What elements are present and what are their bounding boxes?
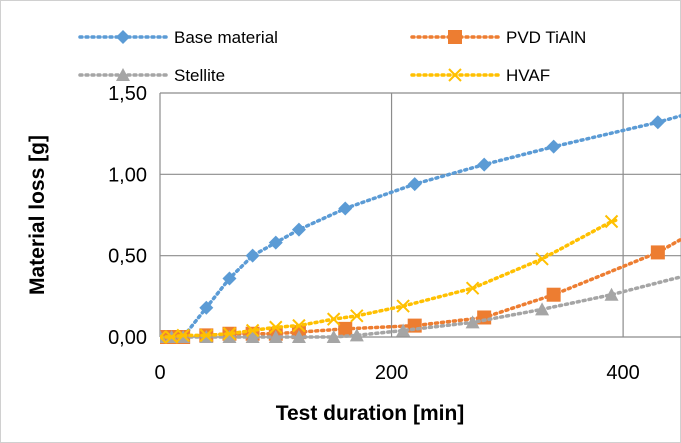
data-point <box>604 287 619 301</box>
data-point <box>477 157 492 172</box>
gridlines <box>160 92 681 337</box>
y-axis-title: Material loss [g] <box>26 135 49 295</box>
legend-label: HVAF <box>506 66 550 85</box>
data-series <box>160 114 681 344</box>
data-point <box>245 330 260 343</box>
data-point <box>535 252 549 266</box>
data-point <box>268 235 283 250</box>
data-point <box>222 271 237 286</box>
data-point <box>199 328 214 343</box>
legend-marker <box>448 30 462 44</box>
data-point <box>291 330 306 343</box>
legend-label: Base material <box>174 28 278 47</box>
data-point <box>338 321 353 336</box>
y-tick-label: 0,50 <box>108 246 147 268</box>
data-point <box>349 328 364 342</box>
data-point <box>326 330 341 343</box>
data-point <box>176 328 190 343</box>
legend-item: Stellite <box>78 66 225 85</box>
y-tick-label: 1,50 <box>108 83 147 105</box>
data-point <box>396 323 411 337</box>
data-point <box>160 330 167 344</box>
data-point <box>396 299 410 313</box>
data-point <box>604 214 619 229</box>
data-point <box>546 287 561 302</box>
y-tick-label: 1,00 <box>108 164 147 186</box>
data-point <box>326 312 341 326</box>
y-tick-label: 0,00 <box>108 327 147 349</box>
legend-item: HVAF <box>410 66 550 85</box>
data-point <box>338 201 353 216</box>
data-point <box>292 318 306 333</box>
data-point <box>268 330 283 343</box>
data-point <box>350 309 364 323</box>
legend-marker <box>116 30 130 44</box>
legend-marker <box>448 68 462 82</box>
data-point <box>269 320 283 334</box>
x-tick-label: 400 <box>606 362 639 384</box>
series-hvaf <box>160 214 620 344</box>
data-point <box>164 330 179 344</box>
x-axis-title: Test duration [min] <box>276 402 465 425</box>
legend-item: PVD TiAlN <box>410 28 586 47</box>
legend-label: PVD TiAlN <box>506 28 586 47</box>
data-point <box>650 115 665 130</box>
data-point <box>245 248 260 263</box>
data-point <box>407 177 422 192</box>
data-point <box>291 222 306 237</box>
legend-marker <box>116 68 130 81</box>
data-point <box>465 281 480 295</box>
x-tick-label: 0 <box>154 362 165 384</box>
data-point <box>222 330 237 343</box>
data-point <box>465 315 480 329</box>
data-point <box>245 323 260 338</box>
data-point <box>535 302 550 316</box>
data-point <box>546 139 561 154</box>
x-tick-label: 200 <box>375 362 408 384</box>
legend-item: Base material <box>78 28 278 47</box>
data-point <box>199 300 214 315</box>
legend-label: Stellite <box>174 66 225 85</box>
legend: Base material PVD TiAlN Stellite HVAF <box>78 28 586 85</box>
data-point <box>222 327 237 341</box>
data-point <box>650 245 665 260</box>
